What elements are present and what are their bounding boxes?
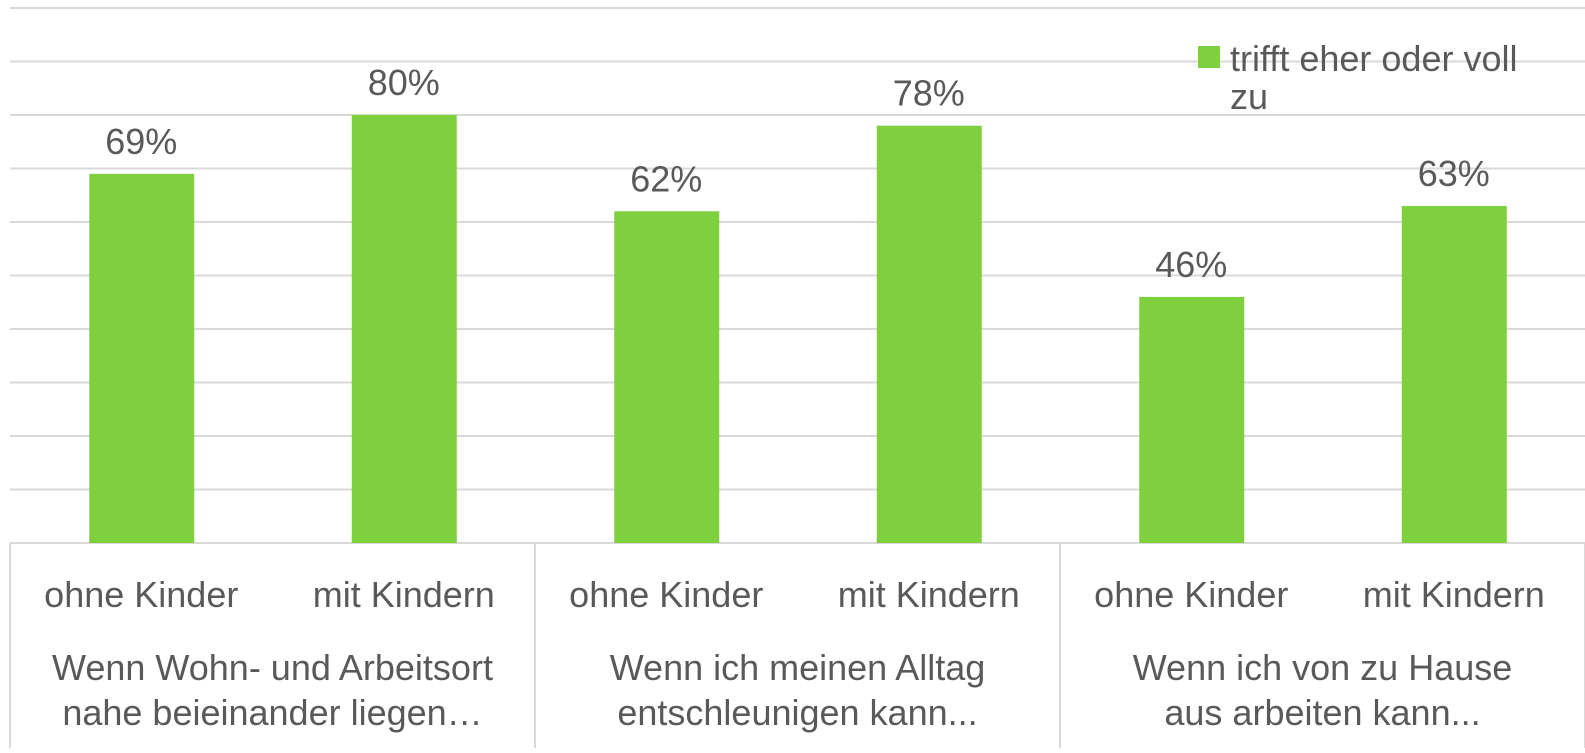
bar	[876, 125, 982, 543]
group-label: entschleunigen kann...	[617, 692, 977, 733]
legend-swatch	[1198, 46, 1220, 68]
value-label: 80%	[368, 62, 440, 103]
value-label: 69%	[105, 121, 177, 162]
legend: trifft eher oder voll zu	[1198, 40, 1585, 116]
group-label: aus arbeiten kann...	[1164, 692, 1480, 733]
bar	[351, 115, 457, 543]
group-label: Wenn ich meinen Alltag	[610, 647, 986, 688]
x-tick-label: ohne Kinder	[1094, 574, 1288, 615]
bar	[1401, 205, 1507, 543]
x-tick-label: mit Kindern	[313, 574, 495, 615]
x-tick-label: ohne Kinder	[44, 574, 238, 615]
x-tick-label: mit Kindern	[1363, 574, 1545, 615]
group-label: Wenn ich von zu Hause	[1133, 647, 1513, 688]
group-label: Wenn Wohn- und Arbeitsort	[52, 647, 493, 688]
value-label: 46%	[1155, 244, 1227, 285]
value-label: 63%	[1418, 153, 1490, 194]
group-label: nahe beieinander liegen…	[62, 692, 482, 733]
legend-label: trifft eher oder voll zu	[1230, 40, 1518, 116]
value-label: 62%	[630, 158, 702, 199]
bar	[89, 173, 195, 543]
value-label: 78%	[893, 73, 965, 114]
x-tick-label: ohne Kinder	[569, 574, 763, 615]
x-tick-label: mit Kindern	[838, 574, 1020, 615]
bar	[614, 211, 720, 544]
bar	[1139, 296, 1245, 543]
